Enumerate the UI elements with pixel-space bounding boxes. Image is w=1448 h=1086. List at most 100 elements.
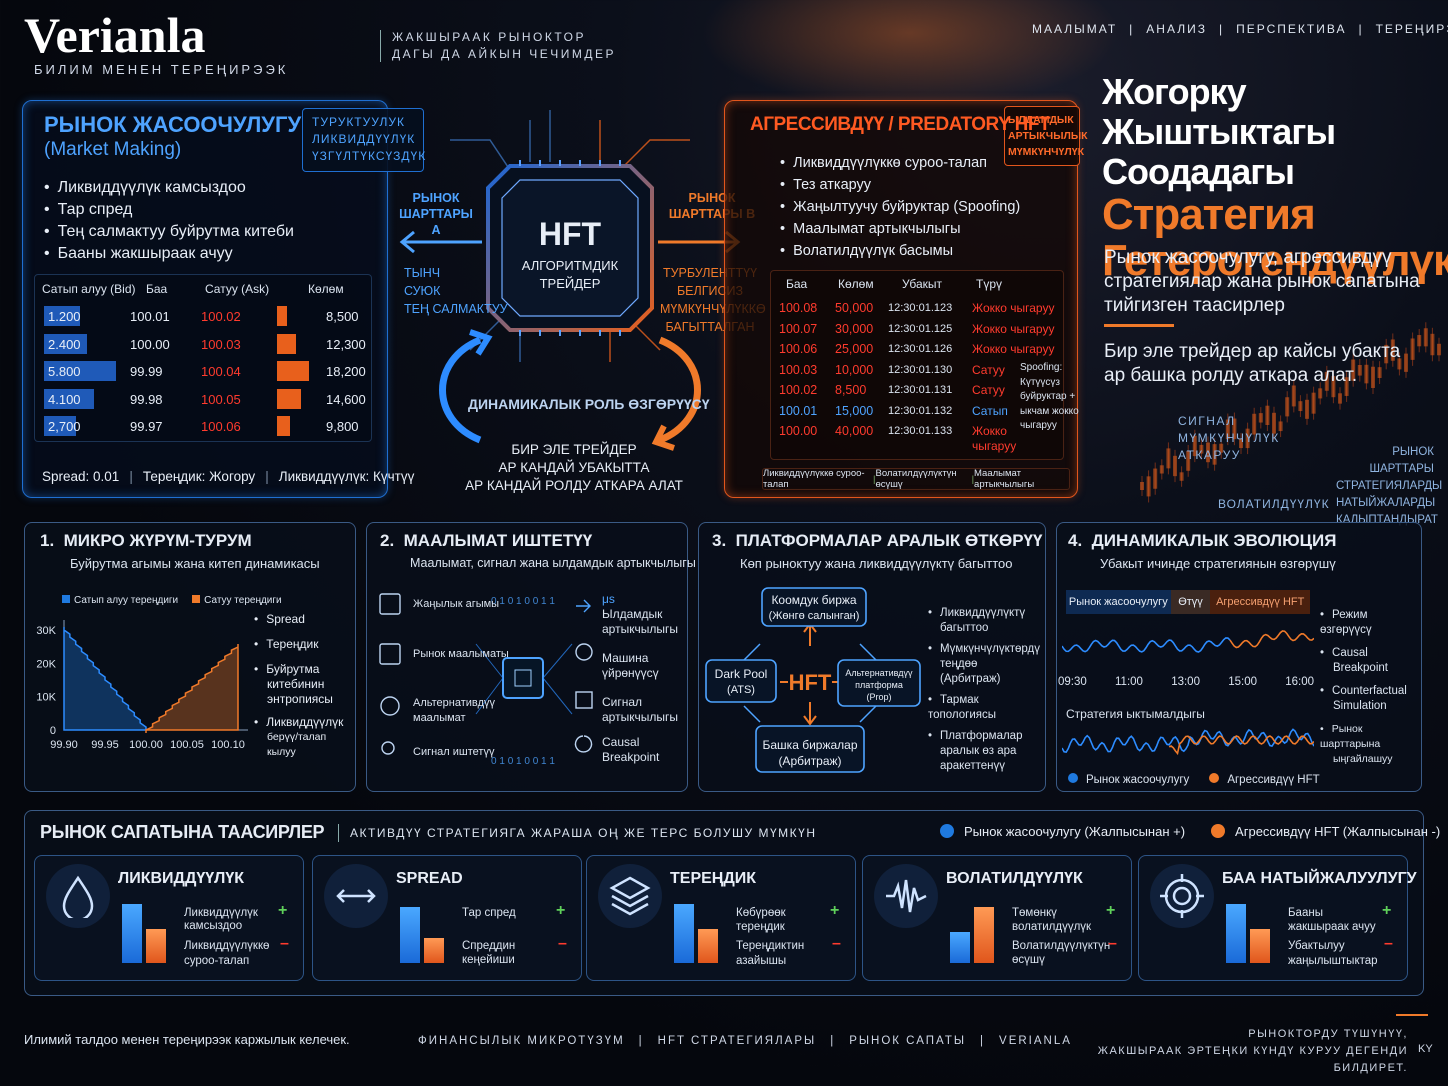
strategy-probability-label: Стратегия ыктымалдыгы bbox=[1066, 707, 1205, 721]
p1-bullet-cont: энтропиясы bbox=[267, 692, 333, 706]
p3-bullet: Платформалар bbox=[928, 729, 1040, 744]
p3-bullet: Ликвиддүүлүктү bbox=[928, 606, 1040, 621]
panel-4-title-text: ДИНАМИКАЛЫК ЭВОЛЮЦИЯ bbox=[1091, 531, 1337, 550]
of-volume: 25,000 bbox=[835, 342, 874, 356]
chip-pins bbox=[519, 160, 621, 336]
of-volume: 8,500 bbox=[835, 383, 867, 397]
nav-sep: | bbox=[1358, 22, 1364, 36]
one-trader-label: БИР ЭЛЕ ТРЕЙДЕР АР КАНДАЙ УБАКЫТТА АР КАНД… bbox=[444, 441, 704, 495]
impact-positive-text: Ликвиддүүлүк bbox=[184, 907, 258, 919]
cycle-arrow-blue-head bbox=[469, 329, 493, 356]
cycle-arrow-orange-head bbox=[651, 424, 675, 451]
footer-sep: | bbox=[830, 1035, 836, 1047]
impact-subtitle: АКТИВДҮҮ СТРАТЕГИЯГА ЖАРАША ОҢ ЖЕ ТЕРС Б… bbox=[350, 826, 817, 840]
impact-card-title: SPREAD bbox=[396, 870, 463, 887]
mm-subtitle: (Market Making) bbox=[44, 139, 182, 160]
ask-volume-bar bbox=[277, 388, 301, 409]
impact-positive-text-cont: камсыздоо bbox=[184, 920, 243, 932]
footer-link[interactable]: РЫНОК САПАТЫ bbox=[849, 1035, 967, 1047]
candle-body bbox=[1357, 364, 1362, 376]
y-tick-label: 30K bbox=[36, 625, 56, 637]
one-trader-line: АР КАНДАЙ УБАКЫТТА bbox=[498, 460, 650, 475]
candle-body bbox=[1417, 335, 1422, 347]
impact-negative-text-cont: азайышы bbox=[736, 955, 787, 967]
p4-bullet-cont: Simulation bbox=[1333, 700, 1387, 712]
x-tick-label: 99.95 bbox=[91, 739, 119, 751]
ag-footer-item: Волатилдүүлүктүн өсүшү bbox=[875, 468, 957, 490]
p2-news-label: Жаңылык агымы bbox=[413, 598, 500, 610]
candle-body bbox=[1232, 418, 1237, 440]
node-label: (ATS) bbox=[727, 684, 755, 696]
mm-bullet: Бааны жакшыраак ачуу bbox=[44, 243, 294, 265]
plus-icon: + bbox=[556, 902, 566, 919]
ag-footer: Ликвиддүүлүккө суроо-талап | Волатилдүүлүк… bbox=[762, 468, 1070, 490]
of-type: Жокко bbox=[972, 424, 1007, 438]
impact-positive-text: Төмөнкү волатилдүүлүк bbox=[1012, 907, 1092, 933]
minus-icon: – bbox=[1384, 935, 1393, 952]
signal-label: СИГНАЛ МҮМКҮНЧҮЛҮК АТКАРУУ bbox=[1178, 413, 1280, 464]
hero-note: Бир эле трейдер ар кайсы убакта ар башка… bbox=[1104, 340, 1400, 388]
p1-bullets: Spread Тереңдик Буйрутма китебинин энтро… bbox=[254, 612, 356, 760]
nav-deeper[interactable]: ТЕРЕҢИРЭЭК bbox=[1375, 22, 1448, 36]
nav-info[interactable]: МААЛЫМАТ bbox=[1032, 22, 1118, 36]
impact-card-title: ВОЛАТИЛДҮҮЛҮК bbox=[946, 870, 1083, 887]
plus-icon: + bbox=[1106, 902, 1116, 919]
p2-right-line: Ылдамдык bbox=[602, 607, 663, 621]
ob-price: 100.00 bbox=[130, 336, 170, 352]
price-line-chart bbox=[1062, 630, 1314, 653]
footer-link[interactable]: VERIANLA bbox=[999, 1035, 1072, 1047]
candle-body bbox=[1199, 444, 1204, 454]
calm-label: ТЫНЧ СУЮК ТЕҢ САЛМАКТУУ bbox=[404, 264, 508, 318]
panel-1-title-text: МИКРО ЖҮРҮМ-ТУРУМ bbox=[63, 531, 252, 550]
footer-link[interactable]: ФИНАНСЫЛЫК МИКРОТҮЗҮМ bbox=[418, 1035, 625, 1047]
globe-glow bbox=[700, 0, 1120, 110]
panel-3-title: 3. ПЛАТФОРМАЛАР АРАЛЫК ӨТКӨРҮҮ bbox=[712, 531, 1042, 551]
mm-bullet: Ликвиддүүлүк камсыздоо bbox=[44, 177, 294, 199]
ask-volume-bar bbox=[277, 416, 290, 436]
bit-stream-top: 0 1 0 1 0 0 1 1 bbox=[491, 596, 555, 607]
impact-bar-mm bbox=[400, 907, 420, 963]
p4-legend-ag-text: Агрессивдүү HFT bbox=[1227, 774, 1320, 786]
hero-note-line: ар башка ролду аткара алат. bbox=[1104, 365, 1358, 386]
impact-bar-ag bbox=[698, 929, 718, 963]
candle-body bbox=[1364, 364, 1369, 384]
of-volume: 40,000 bbox=[835, 424, 874, 438]
panel-4-subtitle: Убакыт ичинде стратегиянын өзгөрүшү bbox=[1100, 556, 1336, 571]
mm-tag-box bbox=[302, 108, 424, 172]
processor-core bbox=[514, 669, 532, 687]
impact-legend: Рынок жасоочулугу (Жалпысынан +) Агресси… bbox=[940, 824, 1440, 839]
candle-body bbox=[1278, 421, 1283, 432]
hero-title: Жогорку Жыштыктагы Соодадагы Стратегия Г… bbox=[1102, 72, 1448, 284]
cycle-arrow-orange bbox=[658, 336, 701, 444]
footer-nav: ФИНАНСЫЛЫК МИКРОТҮЗҮМ | HFT СТРАТЕГИЯЛАРЫ… bbox=[418, 1035, 1072, 1047]
of-volume: 50,000 bbox=[835, 301, 874, 315]
impact-bar-ag bbox=[424, 938, 444, 963]
ag-bullet: Тез аткаруу bbox=[780, 174, 1020, 196]
nav-perspective[interactable]: ПЕРСПЕКТИВА bbox=[1236, 22, 1347, 36]
impact-title: РЫНОК САПАТЫНА ТААСИРЛЕР bbox=[40, 822, 325, 842]
target-icon bbox=[1160, 874, 1204, 918]
impact-bar-ag bbox=[146, 929, 166, 963]
impact-legend-ag: Агрессивдүү HFT (Жалпысынан -) bbox=[1211, 824, 1440, 839]
hft-hub-label: HFT bbox=[789, 670, 832, 695]
alt-data-icon bbox=[380, 696, 400, 716]
hero-title-line: Жогорку Жыштыктагы bbox=[1102, 71, 1336, 152]
spoofing-note: Spoofing: Күтүүсүз буйруктар + ыкчам жокко ч… bbox=[1020, 361, 1079, 434]
ob-ask-price: 100.05 bbox=[201, 391, 241, 407]
slogan-line-1: ЖАКШЫРААК РЫНОКТОР bbox=[392, 30, 586, 44]
impact-positive-text: Тар спред bbox=[462, 907, 516, 919]
mc-line: СТРАТЕГИЯЛАРДЫ bbox=[1336, 480, 1443, 492]
node-label: (Жөнгө салынган) bbox=[769, 610, 860, 622]
node-label: Альтернативдүү bbox=[845, 668, 913, 678]
regime-transition: Өтүү bbox=[1170, 590, 1211, 614]
mm-bullet: Тар спред bbox=[44, 199, 294, 221]
candle-body bbox=[1245, 428, 1250, 449]
regime-bar: Рынок жасоочулугу Өтүү Агрессивдүү HFT bbox=[1066, 590, 1311, 614]
nav-analysis[interactable]: АНАЛИЗ bbox=[1146, 22, 1207, 36]
candle-body bbox=[1437, 343, 1441, 356]
of-time: 12:30:01.126 bbox=[888, 343, 953, 355]
hero-description: Рынок жасоочулугу, агрессивдүү стратегия… bbox=[1104, 246, 1420, 318]
panel-3-subtitle: Көп рыноктуу жана ликвиддүүлүктү багытто… bbox=[740, 556, 1013, 571]
footer-link[interactable]: HFT СТРАТЕГИЯЛАРЫ bbox=[657, 1035, 817, 1047]
mc-line: РЫНОК ШАРТТАРЫ bbox=[1369, 446, 1434, 475]
